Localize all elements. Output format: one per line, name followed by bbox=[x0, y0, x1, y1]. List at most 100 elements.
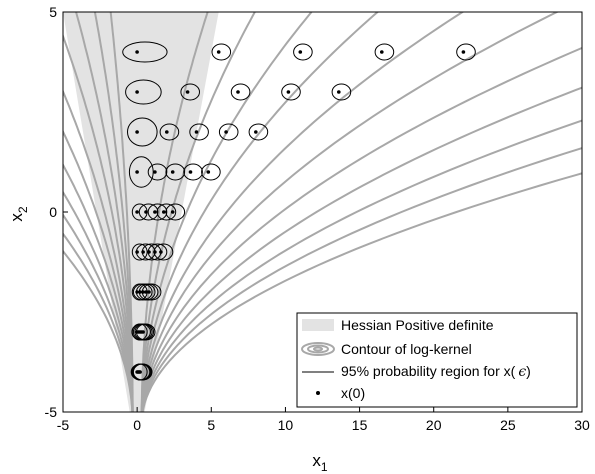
contour-left-8 bbox=[63, 213, 134, 412]
x0-point-5 bbox=[135, 90, 139, 94]
x0-point-16 bbox=[153, 170, 157, 174]
contour-left-9 bbox=[63, 232, 134, 412]
legend: Hessian Positive definite Contour of log… bbox=[296, 312, 578, 408]
x0-point-19 bbox=[206, 170, 211, 174]
contour-left-10 bbox=[63, 249, 134, 412]
ellipse-6 bbox=[180, 83, 200, 101]
y-tick-label-2: 5 bbox=[49, 4, 57, 20]
initial-points bbox=[135, 50, 466, 374]
ellipse-14 bbox=[248, 123, 269, 141]
ellipse-11 bbox=[159, 123, 180, 141]
x-tick-label-0: -5 bbox=[57, 417, 70, 433]
ellipse-0 bbox=[122, 41, 168, 63]
x0-point-25 bbox=[135, 250, 139, 254]
x0-point-4 bbox=[461, 50, 466, 54]
ellipse-17 bbox=[165, 163, 186, 181]
x-tick-label-3: 10 bbox=[278, 417, 294, 433]
ellipse-9 bbox=[331, 83, 352, 101]
log-kernel-contours bbox=[63, 12, 582, 412]
x0-point-44 bbox=[138, 370, 142, 374]
legend-dot-icon bbox=[316, 391, 320, 395]
x0-point-14 bbox=[254, 130, 258, 134]
x-tick-label-6: 25 bbox=[500, 417, 516, 433]
ellipse-18 bbox=[183, 163, 203, 181]
x0-point-23 bbox=[162, 210, 166, 214]
ellipse-19 bbox=[201, 163, 221, 181]
ellipse-12 bbox=[189, 123, 209, 141]
x-axis-label: x1 bbox=[312, 451, 328, 474]
x-tick-label-4: 15 bbox=[352, 417, 368, 433]
ellipse-8 bbox=[281, 83, 301, 101]
x0-point-28 bbox=[153, 250, 157, 254]
legend-box bbox=[296, 312, 578, 408]
x-tick-label-5: 20 bbox=[426, 417, 442, 433]
ellipse-23 bbox=[156, 203, 177, 221]
ellipse-13 bbox=[218, 123, 239, 141]
contour-right-9 bbox=[141, 147, 582, 412]
ellipse-24 bbox=[165, 203, 186, 221]
x0-point-29 bbox=[159, 250, 163, 254]
x0-point-13 bbox=[224, 130, 228, 134]
ellipse-5 bbox=[125, 79, 162, 105]
x0-point-22 bbox=[153, 210, 157, 214]
y-tick-label-1: 0 bbox=[49, 204, 57, 220]
x-axis-ticks: -5 0 5 10 15 20 25 30 bbox=[57, 407, 590, 433]
contour-right-5 bbox=[140, 12, 560, 412]
x0-point-12 bbox=[194, 130, 199, 134]
x0-point-1 bbox=[216, 50, 221, 54]
x-tick-label-2: 5 bbox=[207, 417, 215, 433]
ellipse-1 bbox=[211, 43, 232, 61]
x0-point-24 bbox=[170, 210, 175, 214]
x0-point-7 bbox=[236, 90, 240, 94]
x0-point-15 bbox=[135, 170, 139, 174]
contour-right-2 bbox=[140, 12, 313, 412]
ellipse-4 bbox=[456, 43, 476, 61]
x0-point-34 bbox=[147, 290, 151, 294]
contour-right-6 bbox=[141, 46, 582, 412]
x-tick-label-7: 30 bbox=[574, 417, 590, 433]
contour-right-10 bbox=[141, 172, 582, 412]
x0-point-20 bbox=[135, 210, 139, 214]
x0-point-30 bbox=[135, 290, 139, 294]
ellipse-3 bbox=[374, 43, 395, 61]
ellipse-16 bbox=[147, 163, 168, 181]
contour-right-3 bbox=[140, 12, 380, 412]
ellipse-21 bbox=[138, 203, 159, 221]
x0-point-0 bbox=[135, 50, 139, 54]
ellipse-10 bbox=[127, 117, 158, 147]
x0-point-11 bbox=[165, 130, 169, 134]
y-axis-ticks: -5 0 5 bbox=[45, 4, 68, 420]
x0-point-17 bbox=[170, 170, 175, 174]
legend-patch-icon bbox=[302, 319, 334, 331]
x0-point-26 bbox=[141, 250, 145, 254]
y-tick-label-0: -5 bbox=[45, 404, 58, 420]
x0-point-32 bbox=[141, 290, 145, 294]
contour-left-5 bbox=[63, 129, 134, 412]
contour-left-7 bbox=[63, 190, 134, 412]
ellipse-2 bbox=[293, 43, 313, 61]
contour-right-4 bbox=[140, 12, 465, 412]
legend-label-contour: Contour of log-kernel bbox=[341, 341, 472, 357]
legend-label-x0: x(0) bbox=[341, 385, 365, 401]
y-axis-label: x2 bbox=[7, 206, 30, 222]
x0-point-31 bbox=[138, 290, 142, 294]
ellipse-44 bbox=[132, 363, 153, 381]
x0-point-9 bbox=[337, 90, 341, 94]
x0-point-6 bbox=[185, 90, 190, 94]
ellipse-22 bbox=[147, 203, 168, 221]
x-tick-label-1: 0 bbox=[133, 417, 141, 433]
plot-area bbox=[63, 12, 582, 412]
contour-left-6 bbox=[63, 162, 134, 412]
contour-right-7 bbox=[141, 86, 582, 412]
x0-point-21 bbox=[144, 210, 148, 214]
x0-point-18 bbox=[188, 170, 193, 174]
x0-point-2 bbox=[298, 50, 303, 54]
x0-point-27 bbox=[147, 250, 151, 254]
ellipse-25 bbox=[131, 243, 148, 261]
legend-label-hessian: Hessian Positive definite bbox=[341, 317, 494, 333]
x0-point-33 bbox=[144, 290, 148, 294]
x0-point-39 bbox=[141, 330, 145, 334]
contour-right-0 bbox=[140, 12, 209, 412]
contour-right-8 bbox=[141, 119, 582, 412]
